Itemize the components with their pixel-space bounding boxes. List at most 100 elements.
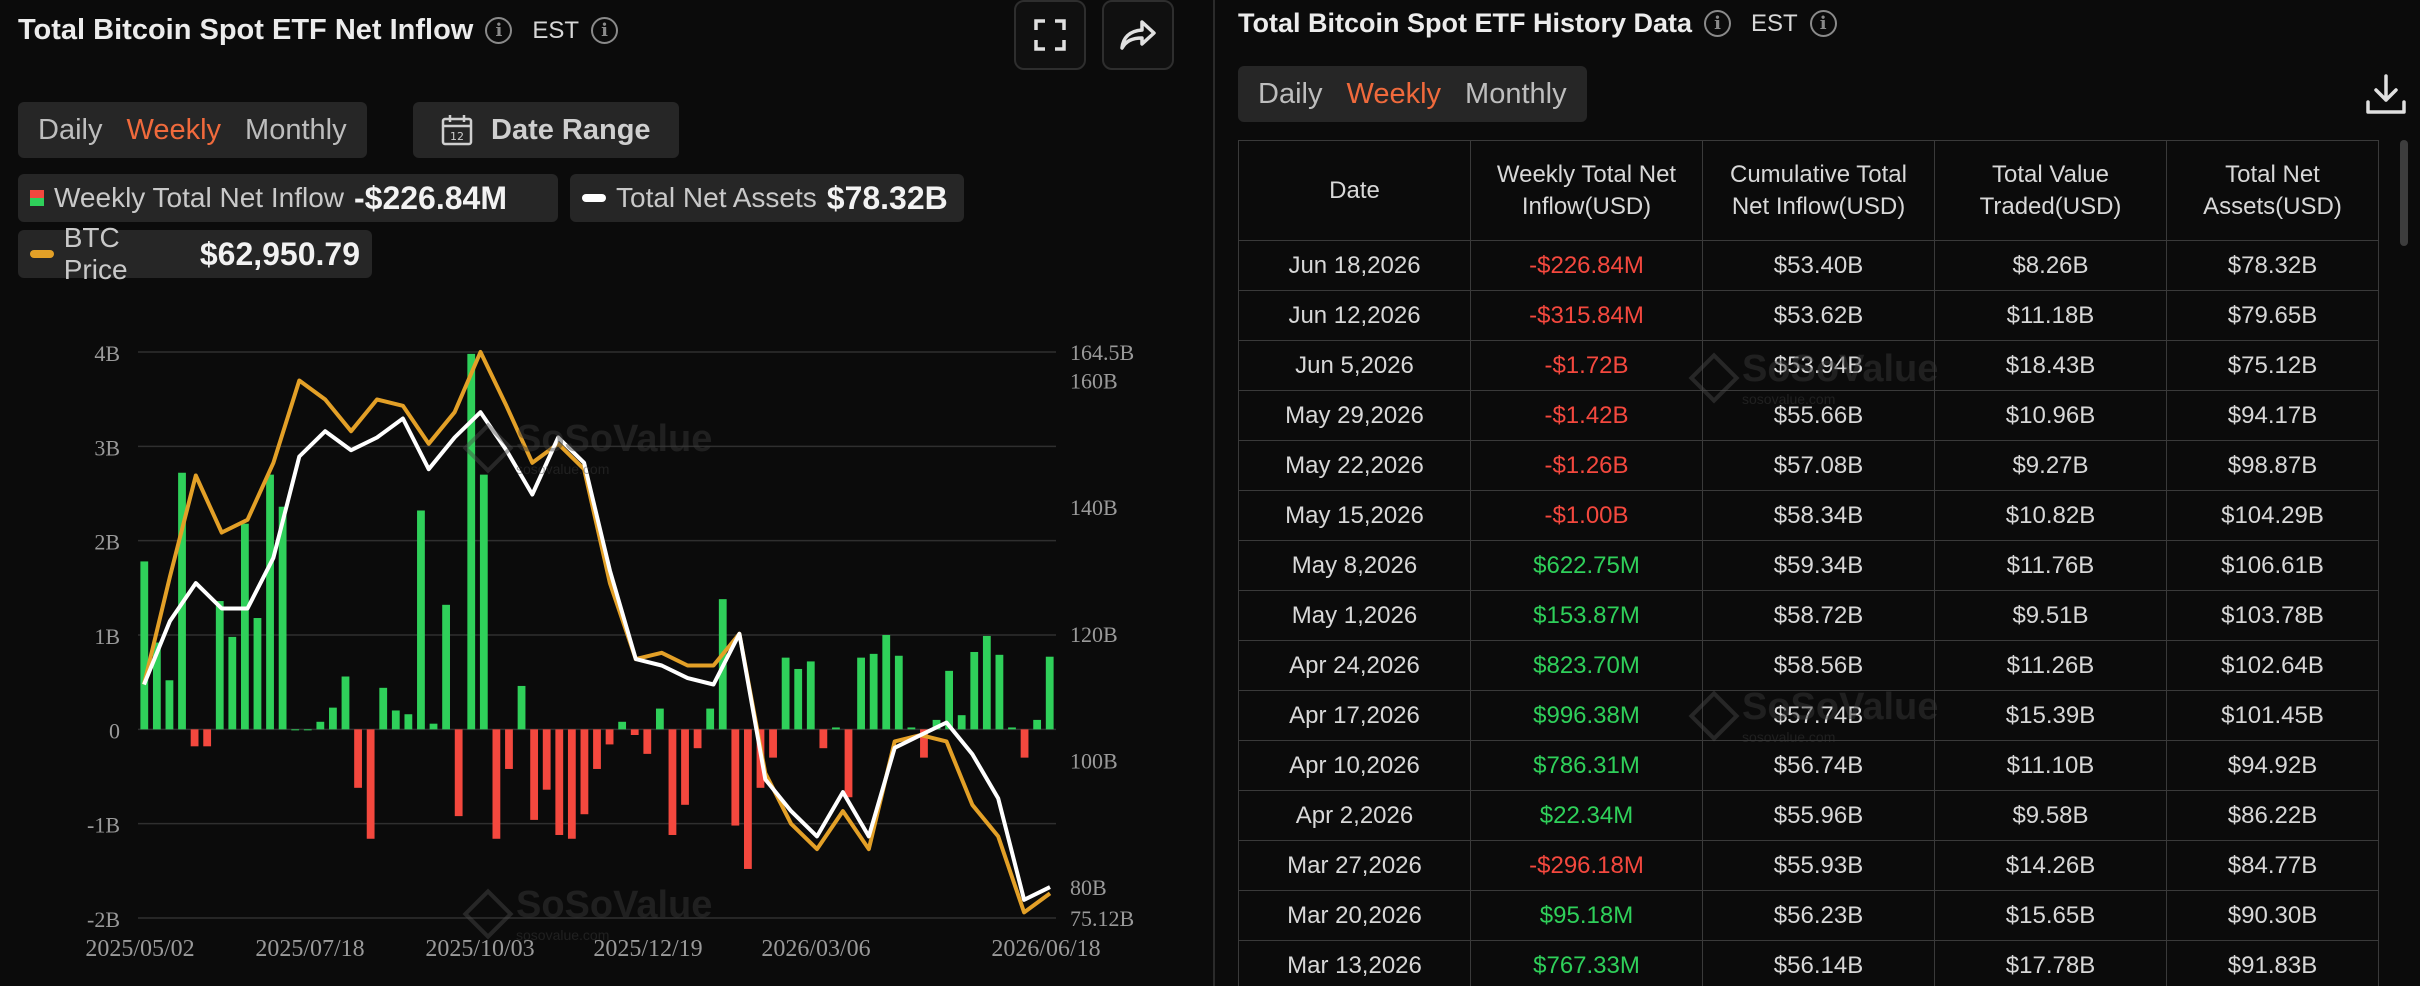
cell-net-assets: $103.78B	[2166, 590, 2379, 641]
inflow-bar	[354, 729, 362, 788]
inflow-bar	[681, 729, 689, 805]
y-right-tick: 100B	[1070, 748, 1118, 773]
inflow-bar	[744, 729, 752, 869]
table-row[interactable]: May 1,2026 $153.87M $58.72B $9.51B $103.78B	[1238, 590, 2379, 641]
legend-inflow-label: Weekly Total Net Inflow	[54, 182, 344, 213]
col-header-net-assets[interactable]: Total Net Assets(USD)	[2166, 140, 2379, 241]
tab-monthly[interactable]: Monthly	[245, 113, 347, 146]
table-row[interactable]: May 8,2026 $622.75M $59.34B $11.76B $106.61B	[1238, 540, 2379, 591]
inflow-bar	[404, 714, 413, 730]
cell-weekly-inflow: -$315.84M	[1470, 290, 1703, 341]
y-left-tick: 1B	[94, 624, 120, 649]
info-icon[interactable]: i	[485, 17, 513, 44]
legend-btc[interactable]: BTC Price $62,950.79	[18, 222, 372, 285]
table-row[interactable]: Apr 24,2026 $823.70M $58.56B $11.26B $102.64…	[1238, 640, 2379, 691]
cell-value-traded: $18.43B	[1934, 340, 2167, 391]
history-title: Total Bitcoin Spot ETF History Data	[1238, 8, 1693, 38]
inflow-bar	[542, 729, 551, 790]
cell-net-assets: $101.45B	[2166, 690, 2379, 741]
inflow-bar	[391, 710, 400, 730]
cell-weekly-inflow: $622.75M	[1470, 540, 1703, 591]
share-icon	[1120, 20, 1156, 50]
table-row[interactable]: Jun 5,2026 -$1.72B $53.94B $18.43B $75.12B	[1238, 340, 2379, 391]
tab-daily[interactable]: Daily	[38, 113, 103, 146]
cell-date: Mar 27,2026	[1238, 840, 1471, 891]
cell-date: May 22,2026	[1238, 440, 1471, 491]
y-right-tick: 140B	[1070, 495, 1118, 520]
cell-weekly-inflow: -$1.42B	[1470, 390, 1703, 441]
share-button[interactable]	[1102, 0, 1174, 70]
history-tab-daily[interactable]: Daily	[1258, 77, 1323, 110]
table-row[interactable]: Apr 10,2026 $786.31M $56.74B $11.10B $94.92B	[1238, 740, 2379, 791]
inflow-bar	[165, 680, 174, 730]
download-icon[interactable]	[2362, 70, 2410, 118]
x-tick: 2025/07/18	[255, 936, 364, 962]
inflow-bar	[1045, 656, 1054, 730]
inflow-bar	[706, 708, 715, 730]
col-header-weekly-inflow[interactable]: Weekly Total Net Inflow(USD)	[1470, 140, 1703, 241]
cell-date: May 8,2026	[1238, 540, 1471, 591]
legend-inflow[interactable]: Weekly Total Net Inflow -$226.84M	[18, 174, 558, 222]
inflow-bar	[240, 523, 249, 730]
table-row[interactable]: May 22,2026 -$1.26B $57.08B $9.27B $98.87B	[1238, 440, 2379, 491]
history-timezone-label: EST	[1751, 9, 1798, 37]
table-row[interactable]: Jun 12,2026 -$315.84M $53.62B $11.18B $79.65…	[1238, 290, 2379, 341]
cell-value-traded: $8.26B	[1934, 240, 2167, 291]
table-row[interactable]: Jun 18,2026 -$226.84M $53.40B $8.26B $78.32B	[1238, 240, 2379, 291]
inflow-bar	[190, 729, 199, 747]
cell-date: Apr 2,2026	[1238, 790, 1471, 841]
table-scrollbar[interactable]	[2400, 140, 2408, 246]
table-row[interactable]: Apr 2,2026 $22.34M $55.96B $9.58B $86.22B	[1238, 790, 2379, 841]
table-row[interactable]: May 29,2026 -$1.42B $55.66B $10.96B $94.17B	[1238, 390, 2379, 441]
cell-value-traded: $9.51B	[1934, 590, 2167, 641]
table-row[interactable]: May 15,2026 -$1.00B $58.34B $10.82B $104.29B	[1238, 490, 2379, 541]
cell-weekly-inflow: $786.31M	[1470, 740, 1703, 791]
tab-weekly[interactable]: Weekly	[126, 113, 222, 146]
legend-btc-label: BTC Price	[63, 222, 128, 285]
inflow-bar	[794, 668, 803, 730]
inflow-bar	[417, 510, 425, 730]
table-row[interactable]: Mar 20,2026 $95.18M $56.23B $15.65B $90.30B	[1238, 890, 2379, 941]
y-left-tick: 0	[109, 718, 120, 743]
inflow-bar	[492, 729, 501, 839]
inflow-bar	[467, 353, 476, 730]
cell-date: May 29,2026	[1238, 390, 1471, 441]
cell-value-traded: $11.18B	[1934, 290, 2167, 341]
inflow-bar	[366, 729, 375, 839]
chart-header: Total Bitcoin Spot ETF Net Inflow i EST …	[18, 14, 619, 47]
cell-value-traded: $11.10B	[1934, 740, 2167, 791]
cell-net-assets: $94.17B	[2166, 390, 2379, 441]
history-tab-monthly[interactable]: Monthly	[1465, 77, 1567, 110]
inflow-bar	[266, 474, 274, 730]
date-range-button[interactable]: 12 Date Range	[413, 102, 679, 158]
inflow-bar	[731, 729, 740, 826]
legend-assets[interactable]: Total Net Assets $78.32B	[570, 174, 964, 222]
history-info-icon[interactable]: i	[1704, 10, 1732, 37]
table-row[interactable]: Mar 27,2026 -$296.18M $55.93B $14.26B $84.77…	[1238, 840, 2379, 891]
inflow-bar	[819, 729, 828, 749]
history-tab-weekly[interactable]: Weekly	[1346, 77, 1442, 110]
btc-legend-swatch	[30, 250, 54, 258]
col-header-value-traded[interactable]: Total Value Traded(USD)	[1934, 140, 2167, 241]
cell-value-traded: $11.26B	[1934, 640, 2167, 691]
col-header-cumulative-inflow[interactable]: Cumulative Total Net Inflow(USD)	[1702, 140, 1935, 241]
inflow-bar	[1008, 727, 1016, 730]
y-left-tick: 4B	[94, 341, 120, 366]
table-row[interactable]: Mar 13,2026 $767.33M $56.14B $17.78B $91.83B	[1238, 940, 2379, 986]
inflow-bar	[693, 729, 702, 749]
inflow-bar	[442, 604, 450, 730]
inflow-chart[interactable]: 4B 3B 2B 1B 0 -1B -2B 164.5B 160B 140B 120B 100B 80B…	[0, 330, 1212, 986]
history-timezone-info-icon[interactable]: i	[1809, 10, 1837, 37]
col-header-date[interactable]: Date	[1238, 140, 1471, 241]
cell-net-assets: $78.32B	[2166, 240, 2379, 291]
history-data-panel: Total Bitcoin Spot ETF History Data i ES…	[1216, 0, 2420, 986]
table-row[interactable]: Apr 17,2026 $996.38M $57.74B $15.39B $101.45…	[1238, 690, 2379, 741]
legend-assets-label: Total Net Assets	[616, 182, 817, 213]
inflow-bar	[630, 729, 639, 735]
fullscreen-button[interactable]	[1014, 0, 1086, 70]
timezone-info-icon[interactable]: i	[591, 17, 619, 44]
inflow-bar	[857, 657, 865, 730]
cell-value-traded: $10.96B	[1934, 390, 2167, 441]
net-assets-line	[142, 410, 1051, 902]
history-table: Date Weekly Total Net Inflow(USD) Cumula…	[1238, 140, 2379, 986]
